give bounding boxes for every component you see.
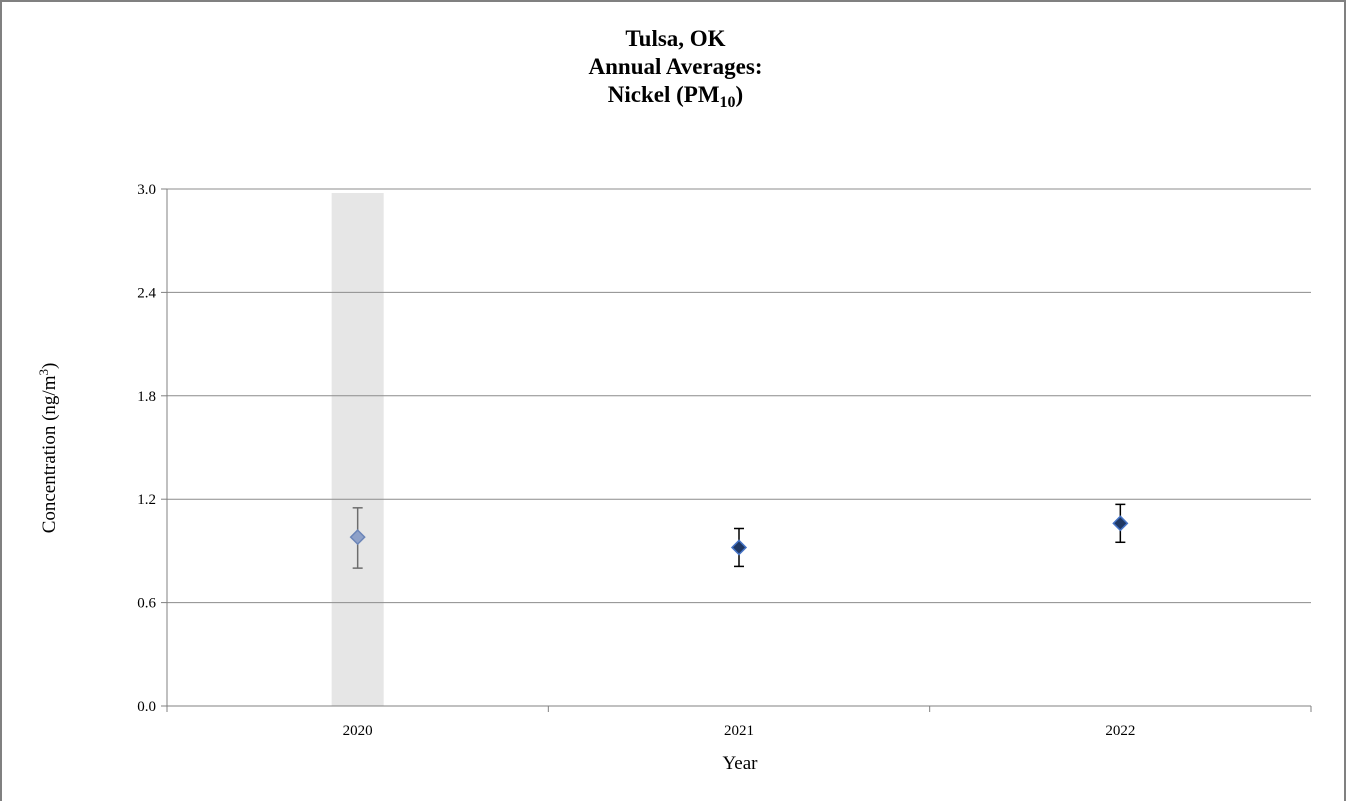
- x-axis-title: Year: [722, 753, 758, 774]
- title-line-3-main: Nickel (PM: [607, 82, 720, 107]
- y-tick-label-3.0: 3.0: [137, 182, 156, 198]
- y-axis-title-main: Concentration (ng/m: [39, 375, 60, 533]
- y-tick-label-0.6: 0.6: [137, 596, 156, 612]
- title-line-3-subscript: 10: [719, 94, 736, 111]
- gridline-layer: [161, 188, 1311, 707]
- y-tick-label-0.0: 0.0: [137, 699, 156, 715]
- x-tick-label-2022: 2022: [1105, 723, 1135, 739]
- axis-layer: [166, 189, 1312, 712]
- error-bar-layer: [352, 503, 1126, 569]
- title-line-3-end: ): [735, 82, 744, 107]
- x-tick-labels: 2020 2021 2022: [343, 723, 1136, 739]
- data-point-2021: [730, 539, 748, 556]
- x-tick-label-2021: 2021: [724, 723, 754, 739]
- data-point-2020: [349, 529, 366, 546]
- title-line-1: Tulsa, OK: [625, 26, 726, 51]
- title-line-2: Annual Averages:: [588, 54, 763, 79]
- chart-title: Tulsa, OK Annual Averages: Nickel (PM10): [0, 25, 1351, 111]
- data-point-2022: [1112, 515, 1129, 532]
- highlight-band-layer: [331, 193, 384, 706]
- y-tick-labels: 0.0 0.6 1.2 1.8 2.4 3.0: [137, 182, 156, 715]
- title-line-3: Nickel (PM10): [0, 81, 1351, 111]
- y-axis-title-superscript: 3: [36, 369, 51, 376]
- y-tick-label-1.2: 1.2: [137, 492, 156, 508]
- y-tick-label-2.4: 2.4: [137, 285, 156, 301]
- y-axis-title-end: ): [39, 363, 60, 369]
- y-tick-label-1.8: 1.8: [137, 389, 156, 405]
- highlight-band-2020: [331, 193, 384, 706]
- y-axis-title: Concentration (ng/m3): [36, 363, 60, 534]
- marker-layer: [349, 515, 1129, 556]
- x-tick-label-2020: 2020: [343, 723, 373, 739]
